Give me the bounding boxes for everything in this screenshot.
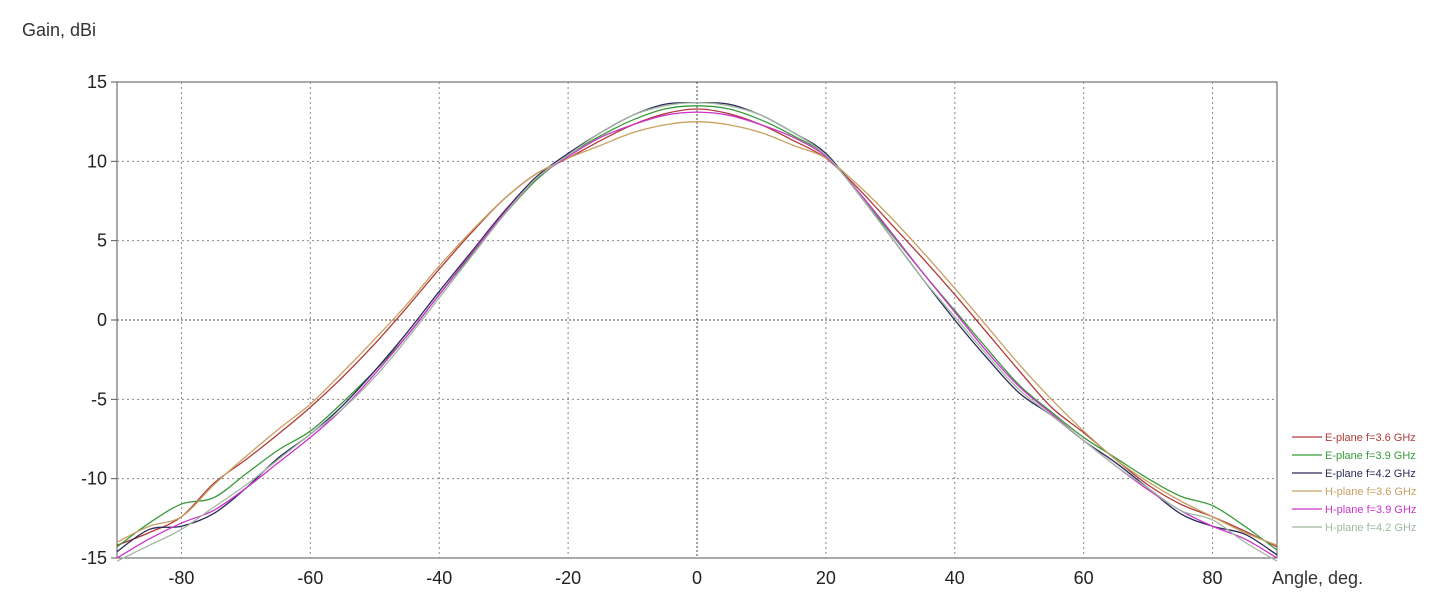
- series-line-2: [116, 105, 1278, 551]
- x-tick-label: -80: [168, 568, 194, 588]
- x-tick-label: -60: [297, 568, 323, 588]
- y-tick-label: 0: [97, 310, 107, 330]
- x-tick-label: -40: [426, 568, 452, 588]
- y-tick-label: 15: [87, 72, 107, 92]
- y-tick-label: -15: [81, 548, 107, 568]
- series-line-1: [116, 108, 1278, 548]
- x-tick-label: -20: [555, 568, 581, 588]
- legend-label: E-plane f=4.2 GHz: [1325, 468, 1416, 480]
- legend-label: H-plane f=3.9 GHz: [1325, 504, 1416, 516]
- series-line-6: [116, 101, 1278, 562]
- axis-ticks: -80 -60 -40 -20 0 20 40 60 80 15 10 5 0 -5 -10 -15: [81, 72, 1223, 588]
- x-tick-label: 0: [692, 568, 702, 588]
- legend-label: E-plane f=3.9 GHz: [1325, 450, 1416, 462]
- legend-label: E-plane f=3.6 GHz: [1325, 432, 1416, 444]
- y-tick-label: -5: [91, 389, 107, 409]
- x-tick-label: 80: [1203, 568, 1223, 588]
- x-tick-label: 40: [945, 568, 965, 588]
- y-tick-label: 10: [87, 151, 107, 171]
- x-axis-label: Angle, deg.: [1272, 568, 1363, 588]
- series-line-4: [116, 121, 1278, 546]
- y-axis-label: Gain, dBi: [22, 20, 96, 40]
- legend: E-plane f=3.6 GHz E-plane f=3.9 GHz E-plan…: [1292, 432, 1416, 534]
- grid-lines: [117, 82, 1277, 558]
- legend-label: H-plane f=3.6 GHz: [1325, 486, 1416, 498]
- series-lines: [116, 101, 1278, 562]
- legend-label: H-plane f=4.2 GHz: [1325, 522, 1416, 534]
- y-tick-label: -10: [81, 469, 107, 489]
- x-tick-label: 60: [1074, 568, 1094, 588]
- x-tick-label: 20: [816, 568, 836, 588]
- y-tick-label: 5: [97, 231, 107, 251]
